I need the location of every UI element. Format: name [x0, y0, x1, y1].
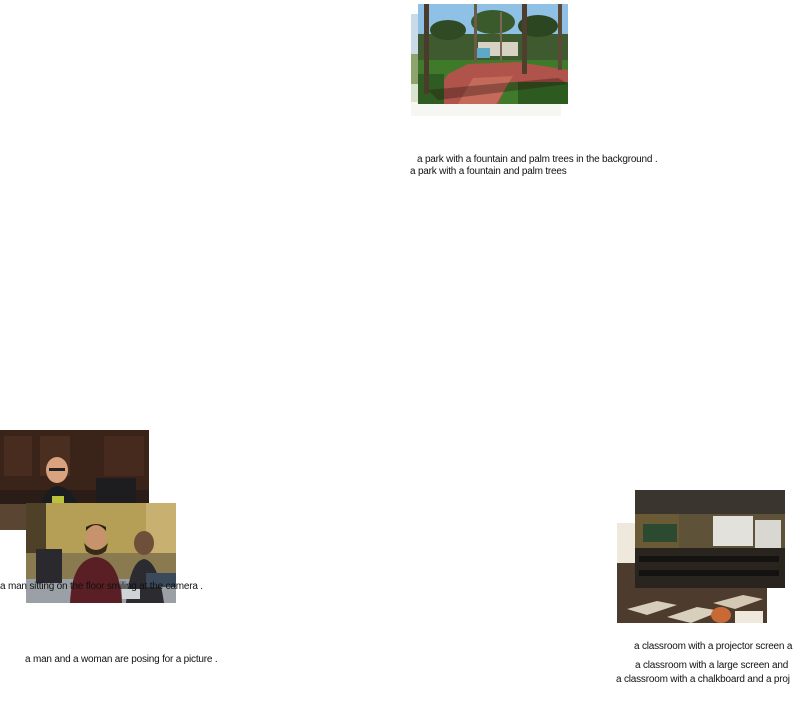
- people-caption-1: a man sitting on the floor smiling at th…: [0, 581, 203, 592]
- people-caption-2: a man and a woman are posing for a pictu…: [25, 654, 218, 665]
- park-caption-1: a park with a fountain and palm trees in…: [417, 154, 658, 165]
- man-and-woman-photo: [26, 503, 176, 603]
- classroom-caption-2: a classroom with a large screen and: [635, 660, 789, 671]
- classroom-photo-front: [635, 490, 785, 588]
- park-photo-front: [418, 4, 568, 104]
- classroom-caption-3: a classroom with a chalkboard and a proj: [616, 674, 790, 685]
- park-caption-2: a park with a fountain and palm trees: [410, 166, 567, 177]
- classroom-caption-1: a classroom with a projector screen a: [634, 641, 793, 652]
